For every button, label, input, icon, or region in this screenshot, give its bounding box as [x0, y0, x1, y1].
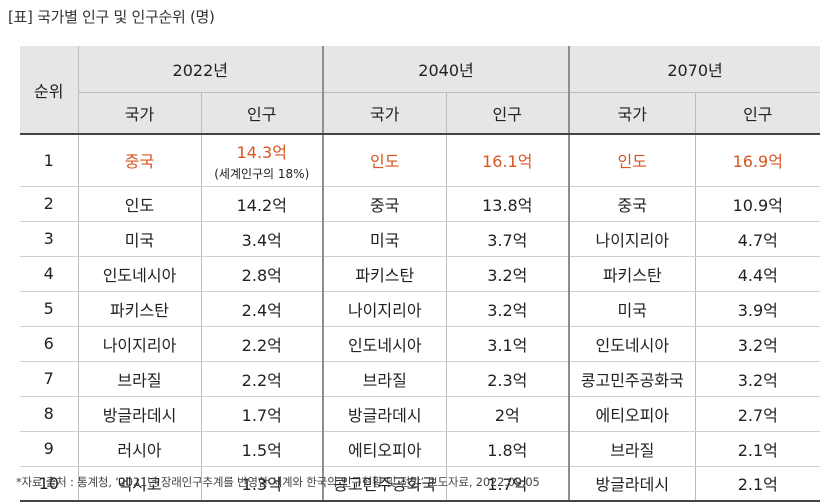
country-header: 국가 [569, 92, 696, 135]
country-cell: 인도 [323, 134, 447, 187]
population-cell: 2.1억 [695, 431, 821, 467]
population-cell: 1.8억 [446, 431, 571, 467]
table-title: [표] 국가별 인구 및 인구순위 (명) [8, 8, 215, 26]
rank-header: 순위 [20, 46, 79, 135]
population-cell: 14.2억 [201, 186, 325, 222]
country-cell: 방글라데시 [323, 396, 447, 432]
table-row: 9 러시아 1.5억 에티오피아 1.8억 브라질 2.1억 [20, 431, 821, 467]
table-row: 5 파키스탄 2.4억 나이지리아 3.2억 미국 3.9억 [20, 291, 821, 327]
country-header: 국가 [323, 92, 447, 135]
country-cell: 인도네시아 [78, 256, 202, 292]
source-note: *자료 출처 : 통계청, ‘2021년 장래인구추계를 반영한 세계와 한국의… [16, 475, 540, 489]
population-cell: 3.7억 [446, 221, 571, 257]
table-row: 10 멕시코 1.3억 콩고민주공화국 1.7억 방글라데시 2.1억 [20, 466, 821, 502]
population-cell: 2.8억 [201, 256, 325, 292]
rank-cell: 1 [20, 134, 79, 187]
rank-cell: 4 [20, 256, 79, 292]
country-cell: 콩고민주공화국 [569, 361, 696, 397]
year-header-2040: 2040년 [323, 46, 571, 93]
population-cell: 3.2억 [695, 361, 821, 397]
year-header-2022: 2022년 [78, 46, 325, 93]
country-cell: 방글라데시 [78, 396, 202, 432]
column-header-row: 국가 인구 국가 인구 국가 인구 [20, 92, 821, 135]
population-value: 14.3억 [236, 142, 287, 162]
country-cell: 미국 [569, 291, 696, 327]
population-cell: 1.7억 [201, 396, 325, 432]
country-cell: 나이지리아 [323, 291, 447, 327]
population-cell: 13.8억 [446, 186, 571, 222]
country-cell: 파키스탄 [78, 291, 202, 327]
table-row: 8 방글라데시 1.7억 방글라데시 2억 에티오피아 2.7억 [20, 396, 821, 432]
rank-cell: 6 [20, 326, 79, 362]
population-cell: 1.3억 [201, 466, 325, 502]
table-row: 7 브라질 2.2억 브라질 2.3억 콩고민주공화국 3.2억 [20, 361, 821, 397]
population-cell: 2.7억 [695, 396, 821, 432]
country-cell: 나이지리아 [569, 221, 696, 257]
population-cell: 2.4억 [201, 291, 325, 327]
year-header-2070: 2070년 [569, 46, 821, 93]
country-cell: 파키스탄 [323, 256, 447, 292]
country-cell: 인도 [569, 134, 696, 187]
year-header-row: 순위 2022년 2040년 2070년 [20, 46, 821, 135]
population-cell: 2.2억 [201, 326, 325, 362]
rank-cell: 3 [20, 221, 79, 257]
table-row: 2 인도 14.2억 중국 13.8억 중국 10.9억 [20, 186, 821, 222]
population-cell: 1.7억 [446, 466, 571, 502]
rank-cell: 8 [20, 396, 79, 432]
country-header: 국가 [78, 92, 202, 135]
country-cell: 중국 [323, 186, 447, 222]
population-cell: 3.2억 [446, 291, 571, 327]
population-cell: 3.2억 [695, 326, 821, 362]
population-cell: 16.1억 [446, 134, 571, 187]
country-cell: 에티오피아 [569, 396, 696, 432]
population-cell: 4.4억 [695, 256, 821, 292]
country-cell: 방글라데시 [569, 466, 696, 502]
country-cell: 인도네시아 [569, 326, 696, 362]
country-cell: 중국 [78, 134, 202, 187]
country-cell: 브라질 [78, 361, 202, 397]
population-cell: 1.5억 [201, 431, 325, 467]
population-cell: 10.9억 [695, 186, 821, 222]
population-cell: 2.3억 [446, 361, 571, 397]
table-row: 1 중국 14.3억 (세계인구의 18%) 인도 16.1억 인도 16.9억 [20, 134, 821, 187]
country-cell: 인도네시아 [323, 326, 447, 362]
country-cell: 멕시코 [78, 466, 202, 502]
population-cell: 14.3억 (세계인구의 18%) [201, 134, 325, 187]
population-header: 인구 [201, 92, 325, 135]
rank-cell: 5 [20, 291, 79, 327]
population-cell: 3.2억 [446, 256, 571, 292]
population-cell: 2.2억 [201, 361, 325, 397]
table-row: 6 나이지리아 2.2억 인도네시아 3.1억 인도네시아 3.2억 [20, 326, 821, 362]
country-cell: 나이지리아 [78, 326, 202, 362]
country-cell: 브라질 [323, 361, 447, 397]
population-header: 인구 [695, 92, 821, 135]
rank-cell: 2 [20, 186, 79, 222]
population-cell: 3.9억 [695, 291, 821, 327]
country-cell: 중국 [569, 186, 696, 222]
country-cell: 러시아 [78, 431, 202, 467]
country-cell: 미국 [78, 221, 202, 257]
country-cell: 에티오피아 [323, 431, 447, 467]
country-cell: 콩고민주공화국 [323, 466, 447, 502]
country-cell: 파키스탄 [569, 256, 696, 292]
population-rank-table: 순위 2022년 2040년 2070년 국가 인구 국가 인구 국가 인구 1… [20, 46, 821, 502]
rank-cell: 10 [20, 466, 79, 502]
population-cell: 4.7억 [695, 221, 821, 257]
table-row: 3 미국 3.4억 미국 3.7억 나이지리아 4.7억 [20, 221, 821, 257]
population-note: (세계인구의 18%) [214, 166, 310, 181]
population-cell: 2억 [446, 396, 571, 432]
population-cell: 3.4억 [201, 221, 325, 257]
table-row: 4 인도네시아 2.8억 파키스탄 3.2억 파키스탄 4.4억 [20, 256, 821, 292]
country-cell: 인도 [78, 186, 202, 222]
rank-cell: 9 [20, 431, 79, 467]
population-cell: 2.1억 [695, 466, 821, 502]
population-header: 인구 [446, 92, 571, 135]
population-cell: 16.9억 [695, 134, 821, 187]
population-cell: 3.1억 [446, 326, 571, 362]
country-cell: 미국 [323, 221, 447, 257]
country-cell: 브라질 [569, 431, 696, 467]
rank-cell: 7 [20, 361, 79, 397]
